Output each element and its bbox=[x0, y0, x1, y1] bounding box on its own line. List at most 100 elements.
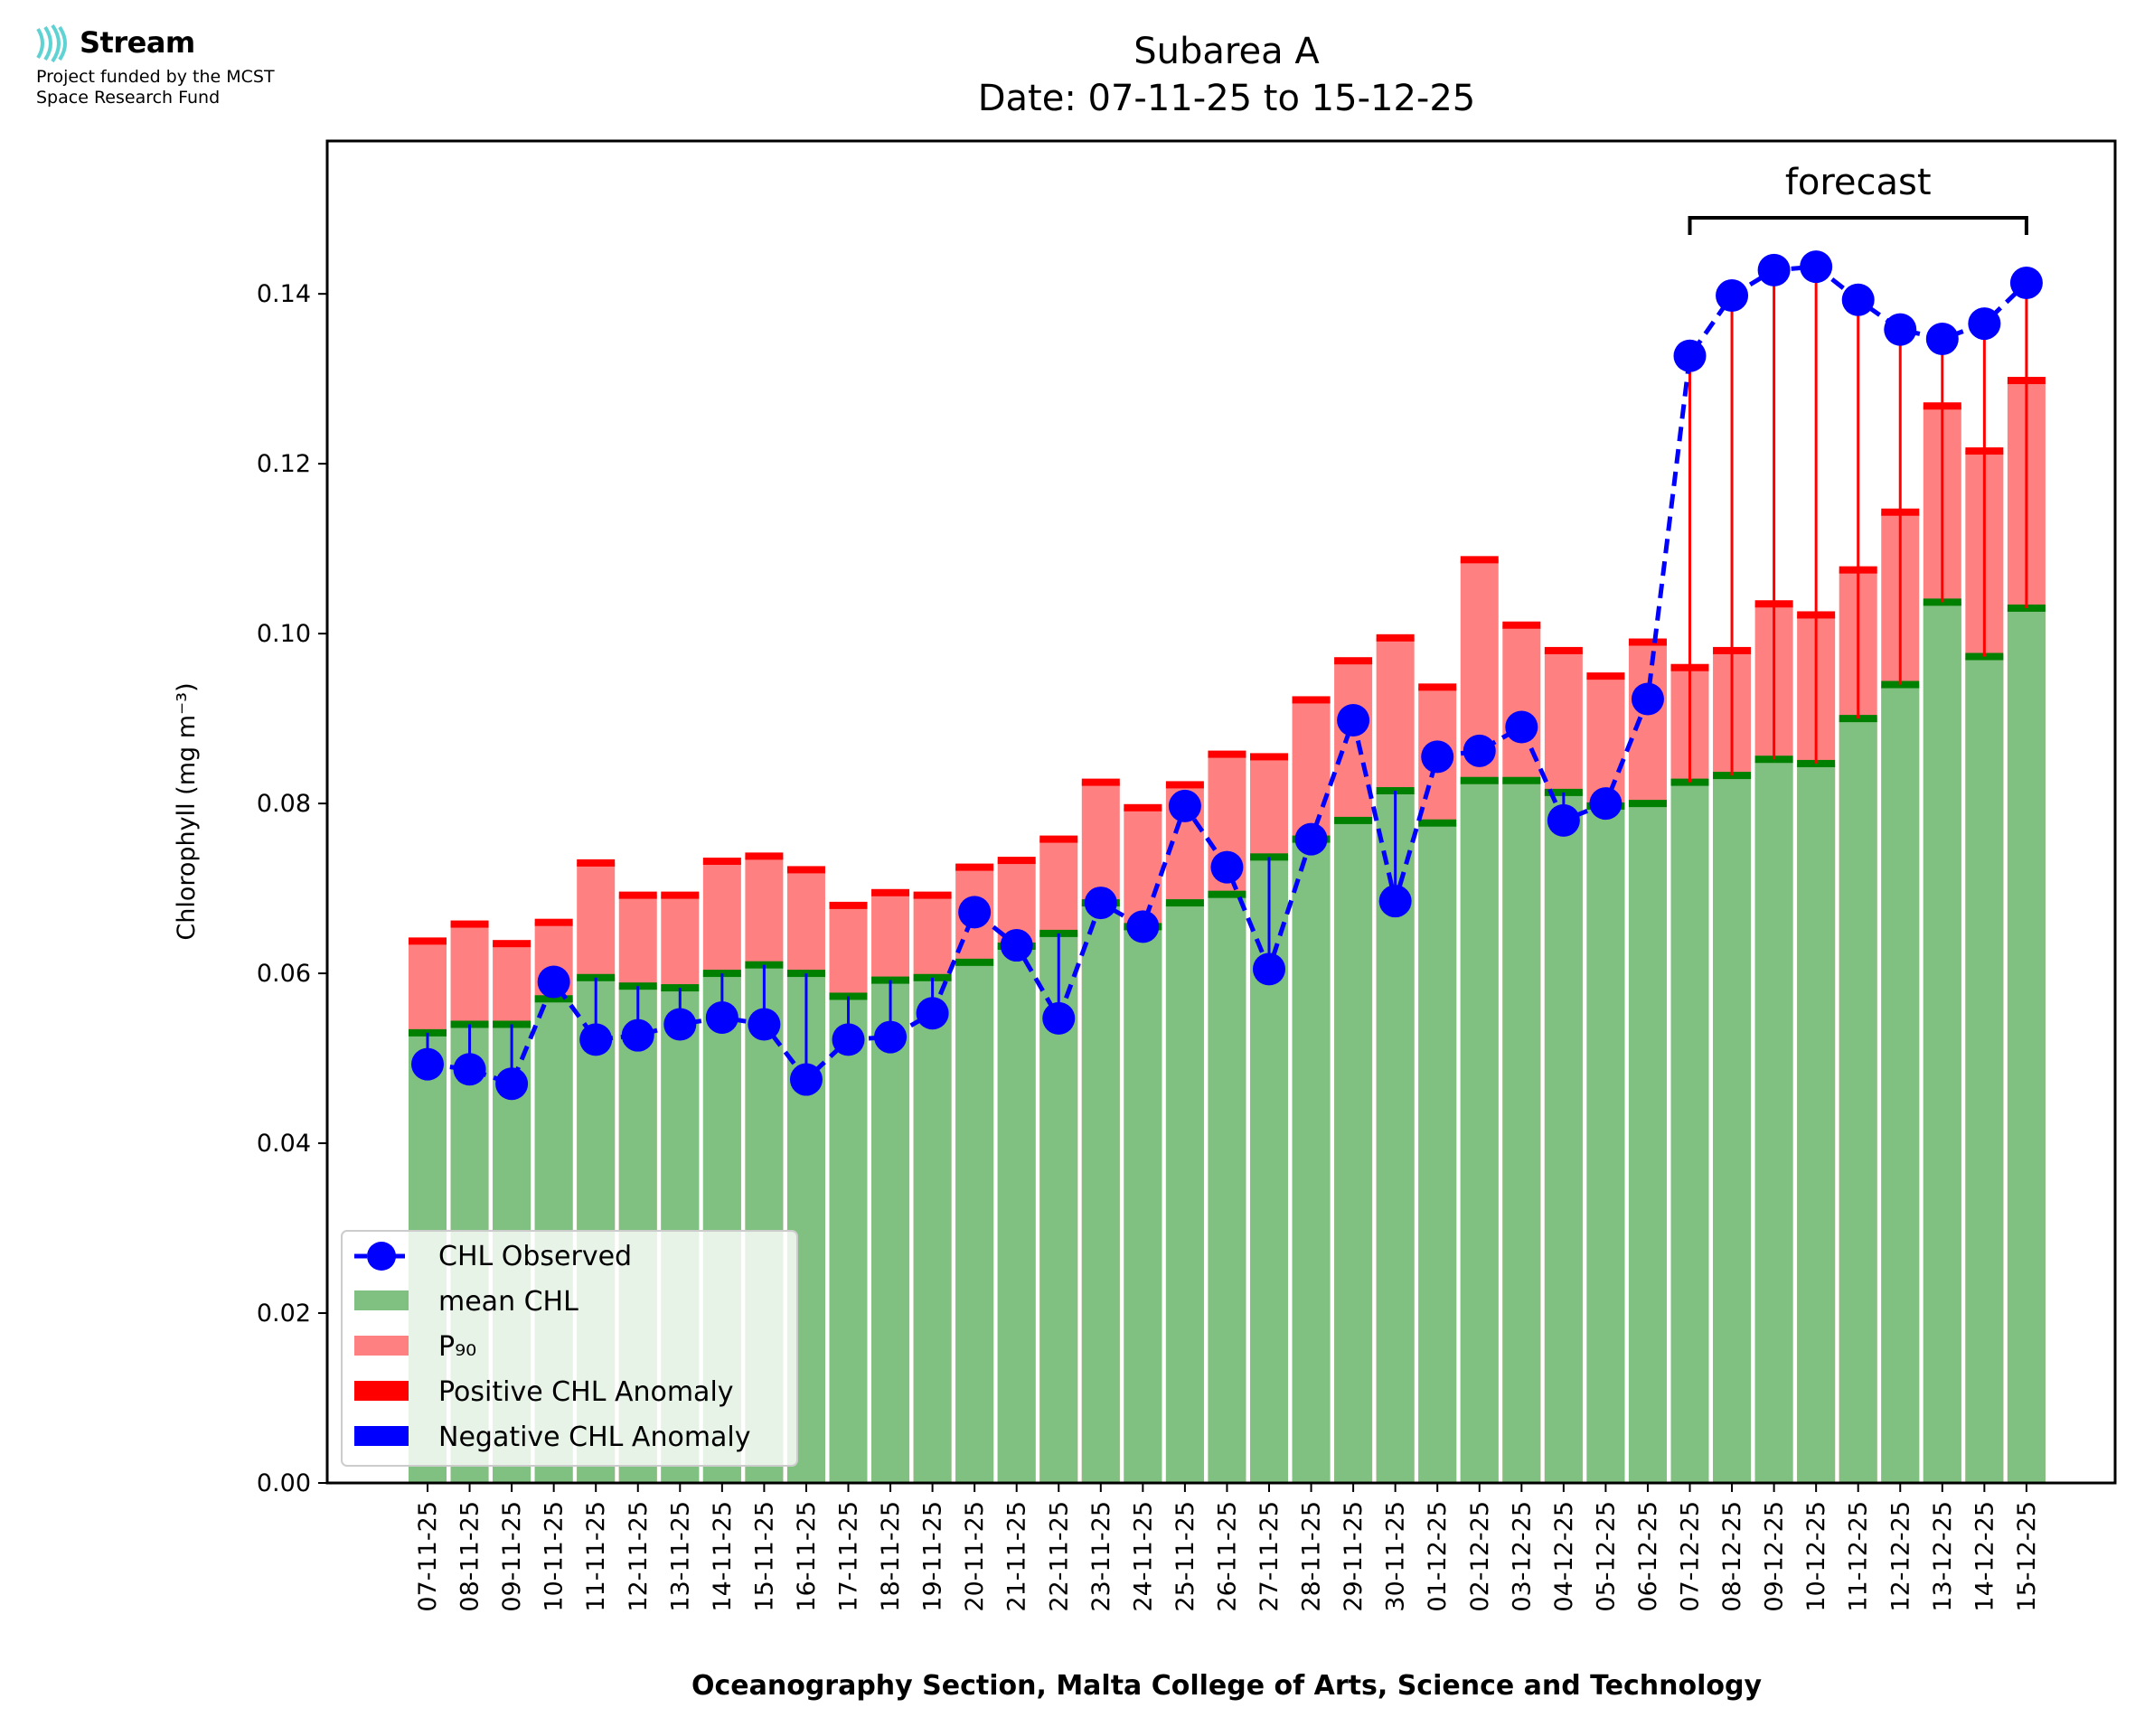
y-tick-label: 0.04 bbox=[257, 1130, 311, 1158]
forecast-bracket: forecast bbox=[1688, 162, 2028, 235]
y-tick-label: 0.02 bbox=[257, 1300, 311, 1328]
p90-cap bbox=[1376, 633, 1415, 642]
mean-bar bbox=[1754, 759, 1793, 1483]
x-tick-label: 10-12-25 bbox=[1802, 1501, 1830, 1612]
p90-cap bbox=[1628, 638, 1667, 646]
x-tick-label: 09-11-25 bbox=[498, 1501, 526, 1612]
mean-cap bbox=[534, 995, 573, 1003]
p90-cap bbox=[1039, 835, 1078, 843]
x-tick-label: 08-12-25 bbox=[1718, 1501, 1746, 1612]
p90-cap bbox=[1165, 781, 1204, 789]
y-axis: 0.00 0.02 0.04 0.06 0.08 0.10 0.12 0.14 bbox=[257, 280, 327, 1497]
x-axis-label: Oceanography Section, Malta College of A… bbox=[691, 1670, 1763, 1702]
mean-bar bbox=[1292, 839, 1331, 1483]
mean-bar bbox=[1418, 822, 1457, 1483]
x-tick-label: 07-11-25 bbox=[414, 1501, 442, 1612]
y-tick-label: 0.10 bbox=[257, 620, 311, 648]
observed-point bbox=[1716, 279, 1749, 313]
x-tick-label: 12-12-25 bbox=[1886, 1501, 1914, 1612]
observed-point bbox=[1337, 703, 1370, 737]
mean-bar bbox=[1628, 803, 1667, 1483]
x-tick-label: 01-12-25 bbox=[1424, 1501, 1452, 1612]
observed-point bbox=[1925, 322, 1959, 355]
observed-point bbox=[2009, 266, 2043, 299]
x-tick-label: 03-12-25 bbox=[1508, 1501, 1536, 1612]
mean-cap bbox=[1334, 816, 1373, 824]
x-tick-label: 10-11-25 bbox=[541, 1501, 569, 1612]
observed-point bbox=[1463, 734, 1496, 767]
x-tick-label: 06-12-25 bbox=[1634, 1501, 1662, 1612]
x-tick-label: 07-12-25 bbox=[1677, 1501, 1705, 1612]
mean-bar bbox=[1460, 780, 1499, 1483]
p90-cap bbox=[702, 858, 741, 866]
p90-cap bbox=[534, 918, 573, 926]
p90-cap bbox=[786, 866, 825, 874]
p90-cap bbox=[829, 901, 868, 909]
logo-funding-line-1: Project funded by the MCST bbox=[36, 67, 275, 87]
x-tick-label: 20-11-25 bbox=[961, 1501, 989, 1612]
p90-cap bbox=[955, 863, 994, 871]
mean-bar bbox=[997, 946, 1036, 1483]
legend-mean-swatch bbox=[354, 1290, 409, 1310]
p90-cap bbox=[450, 920, 489, 928]
observed-point bbox=[1589, 787, 1623, 821]
observed-point bbox=[789, 1063, 823, 1096]
p90-cap bbox=[1208, 750, 1246, 758]
x-tick-label: 17-11-25 bbox=[835, 1501, 863, 1612]
chart-subtitle: Date: 07-11-25 to 15-12-25 bbox=[978, 78, 1476, 119]
p90-cap bbox=[618, 891, 657, 899]
mean-bar bbox=[829, 996, 868, 1483]
mean-bar bbox=[1208, 894, 1246, 1483]
observed-point bbox=[1884, 313, 1917, 346]
x-tick-label: 21-11-25 bbox=[1003, 1501, 1031, 1612]
x-tick-label: 19-11-25 bbox=[919, 1501, 947, 1612]
legend-observed-label: CHL Observed bbox=[438, 1241, 632, 1272]
forecast-label: forecast bbox=[1785, 162, 1932, 203]
legend-box bbox=[341, 1230, 798, 1467]
observed-point bbox=[537, 965, 570, 999]
mean-bar bbox=[1670, 782, 1709, 1483]
observed-point bbox=[832, 1023, 865, 1056]
x-tick-label: 22-11-25 bbox=[1045, 1501, 1073, 1612]
mean-cap bbox=[1628, 800, 1667, 808]
legend-observed-marker bbox=[367, 1242, 396, 1271]
observed-point bbox=[1841, 283, 1875, 316]
legend-p90-label: P₉₀ bbox=[438, 1331, 476, 1363]
mean-bar bbox=[1881, 684, 1920, 1483]
p90-cap bbox=[1586, 672, 1625, 680]
observed-point bbox=[495, 1067, 529, 1101]
observed-point bbox=[1421, 740, 1454, 774]
mean-bar bbox=[1165, 903, 1204, 1483]
mean-bar bbox=[1923, 602, 1961, 1483]
observed-point bbox=[1168, 789, 1201, 822]
logo-funding-line-2: Space Research Fund bbox=[36, 88, 221, 108]
p90-cap bbox=[1502, 621, 1541, 629]
legend-negative-label: Negative CHL Anomaly bbox=[438, 1422, 751, 1453]
legend-positive-label: Positive CHL Anomaly bbox=[438, 1376, 734, 1408]
mean-cap bbox=[955, 958, 994, 966]
mean-bar bbox=[1839, 718, 1877, 1483]
p90-cap bbox=[1418, 683, 1457, 691]
forecast-bracket-line bbox=[1688, 216, 2028, 235]
mean-bar bbox=[1544, 792, 1583, 1483]
p90-cap bbox=[661, 891, 700, 899]
x-tick-label: 13-11-25 bbox=[666, 1501, 694, 1612]
mean-bar bbox=[1081, 903, 1120, 1483]
y-tick-label: 0.08 bbox=[257, 790, 311, 818]
legend-mean-label: mean CHL bbox=[438, 1286, 578, 1318]
x-tick-label: 29-11-25 bbox=[1340, 1501, 1368, 1612]
observed-point bbox=[1294, 822, 1328, 856]
legend-p90-swatch bbox=[354, 1336, 409, 1356]
x-tick-label: 24-11-25 bbox=[1129, 1501, 1157, 1612]
observed-series bbox=[411, 250, 2043, 1101]
mean-bar bbox=[2007, 607, 2046, 1483]
observed-point bbox=[1084, 887, 1117, 920]
p90-cap bbox=[745, 852, 784, 860]
observed-point bbox=[621, 1018, 654, 1052]
chart-title: Subarea A bbox=[1133, 31, 1320, 72]
x-tick-label: 14-11-25 bbox=[709, 1501, 737, 1612]
observed-point bbox=[1042, 1001, 1076, 1035]
p90-cap bbox=[1544, 646, 1583, 654]
x-axis: 07-11-25 08-11-25 09-11-25 10-11-25 11-11-25… bbox=[414, 1483, 2041, 1612]
mean-bar bbox=[1502, 780, 1541, 1483]
